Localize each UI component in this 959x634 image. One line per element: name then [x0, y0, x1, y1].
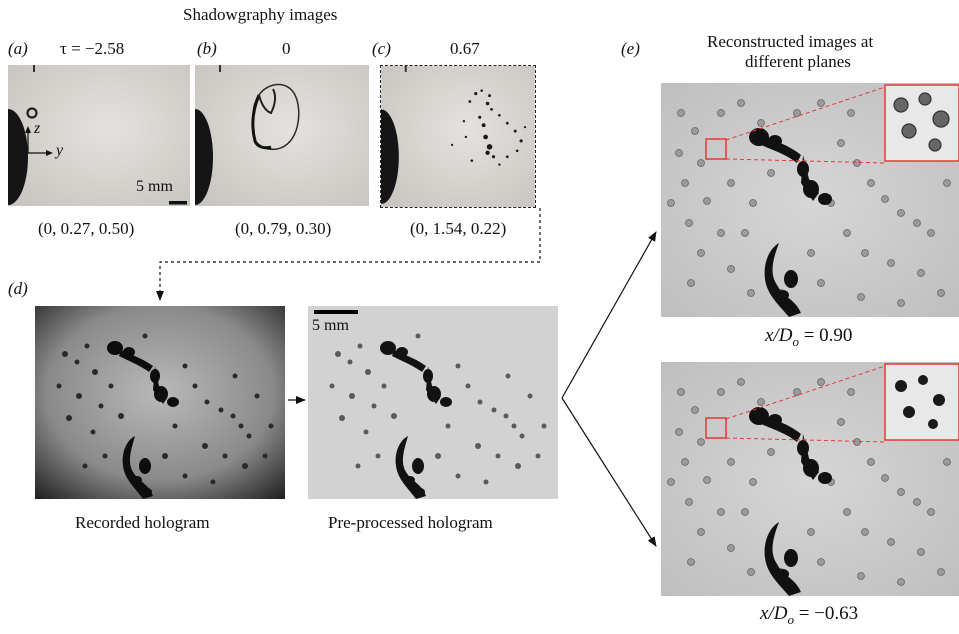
plane-1-caption: x/Do = 0.90: [765, 326, 852, 352]
preprocessed-hologram-image: [308, 306, 558, 499]
shadowgraph-b-image: [195, 65, 369, 206]
coords-c: (0, 1.54, 0.22): [410, 219, 507, 238]
coords-a: (0, 0.27, 0.50): [38, 219, 135, 238]
nozzle-shape: [8, 109, 28, 205]
reconstructed-plane-1: [661, 83, 959, 317]
shadowgraph-a-image: [8, 65, 190, 206]
reconstructed-plane-2: [661, 362, 959, 596]
plane-2-variable: x/D: [760, 603, 788, 624]
recorded-hologram-image: [35, 306, 285, 499]
shadowgraph-b: [195, 65, 369, 206]
zoom-region: [705, 138, 727, 160]
plane-2-caption: x/Do = −0.63: [760, 604, 858, 630]
plane-2-subscript: o: [787, 611, 794, 627]
plane-1-subscript: o: [792, 333, 799, 349]
shadowgraph-c: [380, 65, 536, 208]
panel-b-label: (b): [197, 39, 217, 58]
plane-1-variable: x/D: [765, 325, 793, 346]
recorded-hologram-caption: Recorded hologram: [75, 513, 210, 532]
plane-1-value: = 0.90: [798, 325, 853, 346]
reconstructed-plane-1-image: [661, 83, 959, 317]
fragment-cloud: [450, 89, 527, 166]
preprocessed-hologram: 5 mm: [308, 306, 558, 499]
preprocessed-hologram-caption: Pre-processed hologram: [328, 513, 493, 532]
scale-bar-a: [169, 201, 187, 205]
shadowgraphy-title: Shadowgraphy images: [183, 5, 338, 24]
scale-bar-d: [314, 310, 358, 314]
nozzle-shape: [195, 109, 213, 205]
shadowgraph-c-image: [381, 66, 535, 207]
shadowgraph-a: z y 5 mm: [8, 65, 190, 206]
zoom-region: [705, 417, 727, 439]
plane-2-value: = −0.63: [793, 603, 859, 624]
panel-a-label: (a): [8, 39, 28, 58]
coords-b: (0, 0.79, 0.30): [235, 219, 332, 238]
panel-e-label: (e): [621, 39, 640, 58]
scale-label-d: 5 mm: [312, 317, 349, 334]
recorded-hologram: [35, 306, 285, 499]
nozzle-shape: [381, 109, 399, 205]
reconstructed-title-line2: different planes: [745, 52, 851, 71]
panel-c-tau: 0.67: [450, 39, 480, 58]
axis-z-label: z: [34, 120, 41, 137]
scale-label-a: 5 mm: [136, 178, 173, 195]
reconstructed-plane-2-image: [661, 362, 959, 596]
droplet: [26, 107, 38, 119]
axis-y-label: y: [56, 142, 64, 159]
arrow-to-plane-2: [561, 397, 657, 547]
panel-d-label: (d): [8, 279, 28, 298]
reconstructed-title-line1: Reconstructed images at: [707, 32, 874, 51]
arrow-to-plane-1: [561, 231, 657, 399]
panel-b-tau: 0: [282, 39, 291, 58]
panel-c-label: (c): [372, 39, 391, 58]
panel-a-tau: τ = −2.58: [60, 39, 125, 58]
